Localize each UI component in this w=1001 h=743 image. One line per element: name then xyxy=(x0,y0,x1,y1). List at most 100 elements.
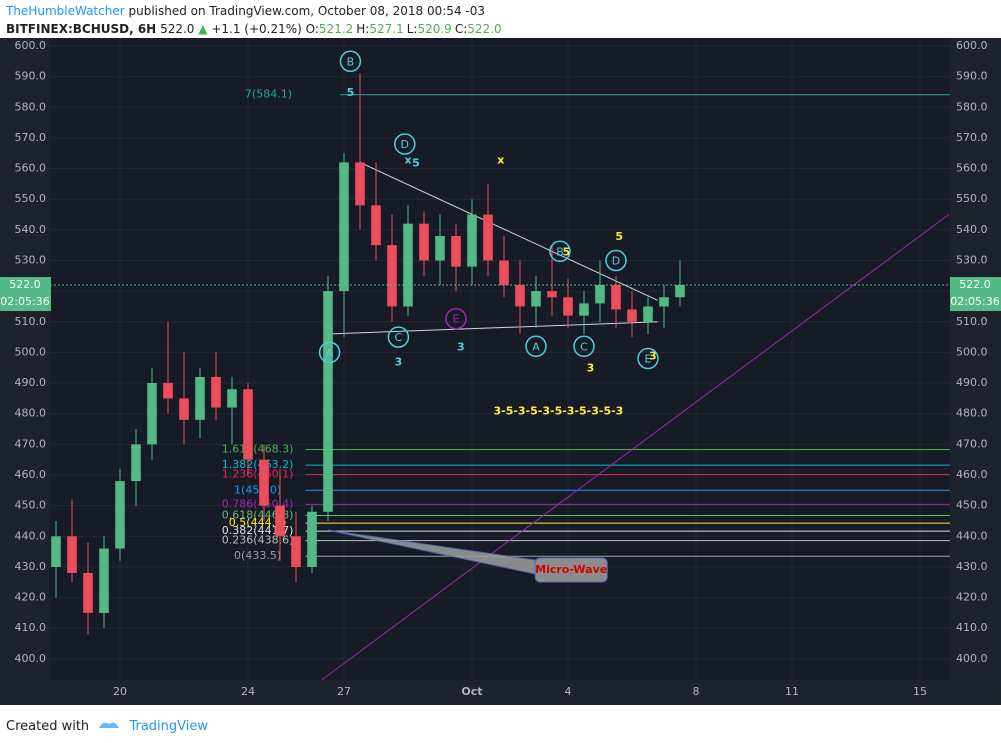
y-tick-label: 600.0 xyxy=(15,39,47,52)
candle xyxy=(579,291,589,335)
y-tick-label-right: 420.0 xyxy=(956,591,988,604)
ohlc: O:521.2 H:527.1 L:520.9 C:522.0 xyxy=(306,22,505,36)
y-tick-label-right: 570.0 xyxy=(956,131,988,144)
candle xyxy=(163,321,173,414)
wave-label: D xyxy=(401,138,409,151)
wave-label: B xyxy=(556,245,564,258)
wave-circle xyxy=(318,341,341,364)
y-tick-label-right: 510.0 xyxy=(956,315,988,328)
change: +1.1 (+0.21%) xyxy=(211,22,302,36)
y-tick-label-right: 440.0 xyxy=(956,529,988,542)
candle xyxy=(115,468,125,561)
published: published on TradingView.com, October 08… xyxy=(128,4,485,18)
annotation: x xyxy=(497,153,504,166)
brand[interactable]: TradingView xyxy=(129,719,208,734)
candle-body xyxy=(211,376,221,408)
candle-body xyxy=(307,511,317,567)
candle xyxy=(147,367,157,460)
candle xyxy=(659,284,669,328)
trendline xyxy=(359,161,658,301)
fib-label: 7(584.1) xyxy=(245,88,292,101)
candle xyxy=(643,297,653,335)
y-tick-label: 580.0 xyxy=(15,100,47,113)
candle xyxy=(275,468,285,561)
author[interactable]: TheHumbleWatcher xyxy=(6,4,125,18)
wave-circle xyxy=(549,240,571,263)
candle-body xyxy=(259,459,269,506)
logo xyxy=(99,722,120,728)
annotation: 5 xyxy=(412,156,420,169)
candle-body xyxy=(339,162,349,292)
x-tick-label: 8 xyxy=(693,685,700,698)
y-tick-label-right: 560.0 xyxy=(956,162,988,175)
y-tick-label: 590.0 xyxy=(15,70,47,83)
header-line: TheHumbleWatcher published on TradingVie… xyxy=(6,4,485,18)
annotation: 3 xyxy=(395,356,403,369)
ohlc-value: 520.9 xyxy=(417,22,452,36)
y-tick-label: 420.0 xyxy=(15,591,47,604)
trendline xyxy=(327,321,658,335)
candle xyxy=(67,499,77,583)
candle xyxy=(131,429,141,506)
y-tick-label-right: 590.0 xyxy=(956,70,988,83)
candle xyxy=(499,235,509,298)
symbol-line: BITFINEX:BCHUSD, 6H 522.0 ▲ +1.1 (+0.21%… xyxy=(6,22,505,36)
candle-body xyxy=(563,297,573,316)
wave-circle xyxy=(339,50,362,73)
price-tag xyxy=(950,276,1001,311)
candle xyxy=(467,199,477,285)
y-tick-label: 470.0 xyxy=(15,437,47,450)
candle xyxy=(307,505,317,574)
y-tick-label: 400.0 xyxy=(15,652,47,665)
candle xyxy=(51,520,61,598)
ohlc-key: L: xyxy=(406,22,418,36)
wave-label: A xyxy=(532,340,540,353)
wave-label: C xyxy=(580,340,588,353)
trendline xyxy=(321,214,950,681)
candle-body xyxy=(275,505,285,537)
fib-label: 0(433.5) xyxy=(234,549,281,562)
created: Created with xyxy=(6,719,90,734)
y-tick-label-right: 550.0 xyxy=(956,192,988,205)
annotation: 3 xyxy=(457,340,465,353)
candle xyxy=(611,275,621,328)
y-tick-label-right: 410.0 xyxy=(956,621,988,634)
candle-body xyxy=(243,389,253,460)
ohlc-key: O: xyxy=(305,22,319,36)
y-tick-label: 440.0 xyxy=(15,529,47,542)
ohlc-value: 522.0 xyxy=(467,22,502,36)
wave-label: E xyxy=(645,353,652,366)
wave-circle xyxy=(605,249,627,272)
candle-body xyxy=(147,383,157,445)
candle-body xyxy=(83,573,93,613)
candle-body xyxy=(179,398,189,420)
x-tick-label: 11 xyxy=(785,685,799,698)
candle-body xyxy=(451,235,461,267)
wave-label: C xyxy=(395,331,403,344)
ohlc-key: C: xyxy=(454,22,468,36)
x-tick-label: 4 xyxy=(565,685,572,698)
candle xyxy=(515,260,525,335)
y-tick-label-right: 580.0 xyxy=(956,100,988,113)
y-tick-label-right: 490.0 xyxy=(956,376,988,389)
price-tag-label: 522.0 xyxy=(959,278,991,291)
annotation: 5 xyxy=(563,245,571,258)
candle xyxy=(483,183,493,276)
x-tick-label: Oct xyxy=(461,685,482,698)
candle-body xyxy=(355,162,365,206)
candle xyxy=(387,214,397,322)
candle-body xyxy=(499,260,509,285)
x-tick-label: 20 xyxy=(113,685,127,698)
y-tick-label: 570.0 xyxy=(15,131,47,144)
y-tick-label-right: 480.0 xyxy=(956,407,988,420)
candle-body xyxy=(483,214,493,261)
candle-body xyxy=(435,235,445,261)
fib-label: 1.382(463.2) xyxy=(222,458,294,471)
candle xyxy=(355,73,365,230)
annotation: x xyxy=(404,153,411,166)
annotation: 3 xyxy=(649,349,657,362)
annotation: 3-5-3-5-3-5-3-5-3-5-3 xyxy=(493,405,623,418)
y-tick-label-right: 430.0 xyxy=(956,560,988,573)
symbol: BITFINEX:BCHUSD, 6H xyxy=(6,22,157,36)
annotation: 5 xyxy=(347,86,355,99)
